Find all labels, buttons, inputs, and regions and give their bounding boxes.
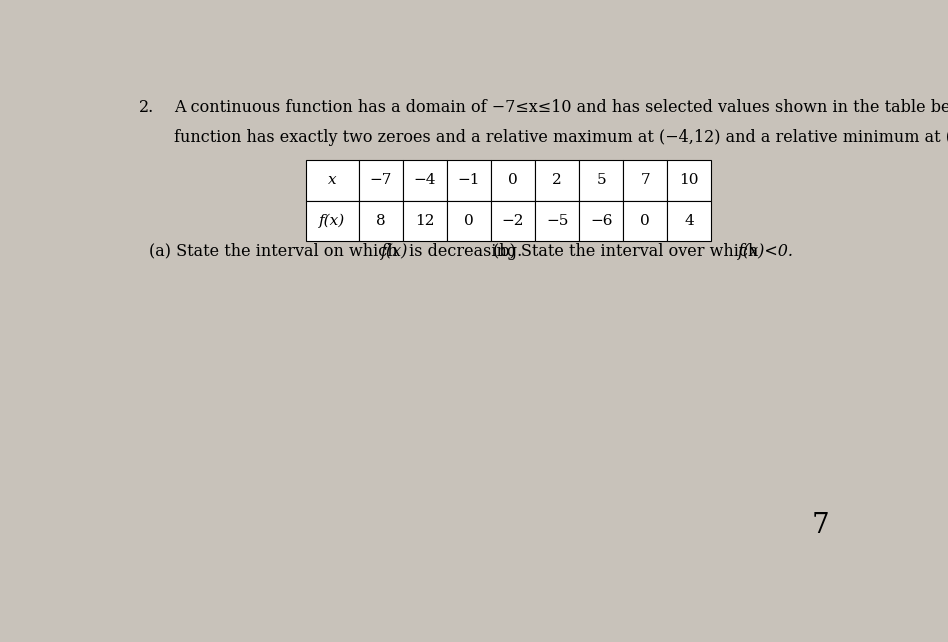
Text: (b) State the interval over which: (b) State the interval over which [493,243,763,259]
Text: x: x [328,173,337,187]
Text: 2: 2 [553,173,562,187]
Bar [623,160,667,200]
Bar [403,200,447,241]
Text: −2: −2 [501,214,524,228]
Bar [535,200,579,241]
Text: −5: −5 [546,214,568,228]
Text: 7: 7 [641,173,650,187]
Text: function has exactly two zeroes and a relative maximum at (−4,12) and a relative: function has exactly two zeroes and a re… [173,129,948,146]
Text: −6: −6 [590,214,612,228]
Text: 8: 8 [376,214,386,228]
Text: −1: −1 [458,173,481,187]
Bar [306,200,358,241]
Text: 0: 0 [641,214,650,228]
Text: (a) State the interval on which: (a) State the interval on which [150,243,403,259]
Bar [306,160,358,200]
Bar [579,200,623,241]
Text: −4: −4 [413,173,436,187]
Bar [667,160,711,200]
Text: 2.: 2. [139,100,155,116]
Bar [535,160,579,200]
Text: 7: 7 [811,512,830,539]
Bar [491,160,535,200]
Text: 0: 0 [508,173,518,187]
Text: 10: 10 [680,173,699,187]
Bar [623,200,667,241]
Bar [447,160,491,200]
Text: −7: −7 [370,173,392,187]
Bar [358,160,403,200]
Text: f(x): f(x) [319,214,345,228]
Bar [403,160,447,200]
Text: is decreasing.: is decreasing. [404,243,522,259]
Bar [447,200,491,241]
Bar [358,200,403,241]
Text: 4: 4 [684,214,694,228]
Text: 0: 0 [465,214,474,228]
Bar [667,200,711,241]
Text: A continuous function has a domain of −7≤x≤10 and has selected values shown in t: A continuous function has a domain of −7… [173,100,948,116]
Bar [579,160,623,200]
Text: 5: 5 [596,173,606,187]
Bar [491,200,535,241]
Text: f(x): f(x) [381,243,409,259]
Text: f(x)<0.: f(x)<0. [738,243,793,259]
Text: 12: 12 [415,214,434,228]
